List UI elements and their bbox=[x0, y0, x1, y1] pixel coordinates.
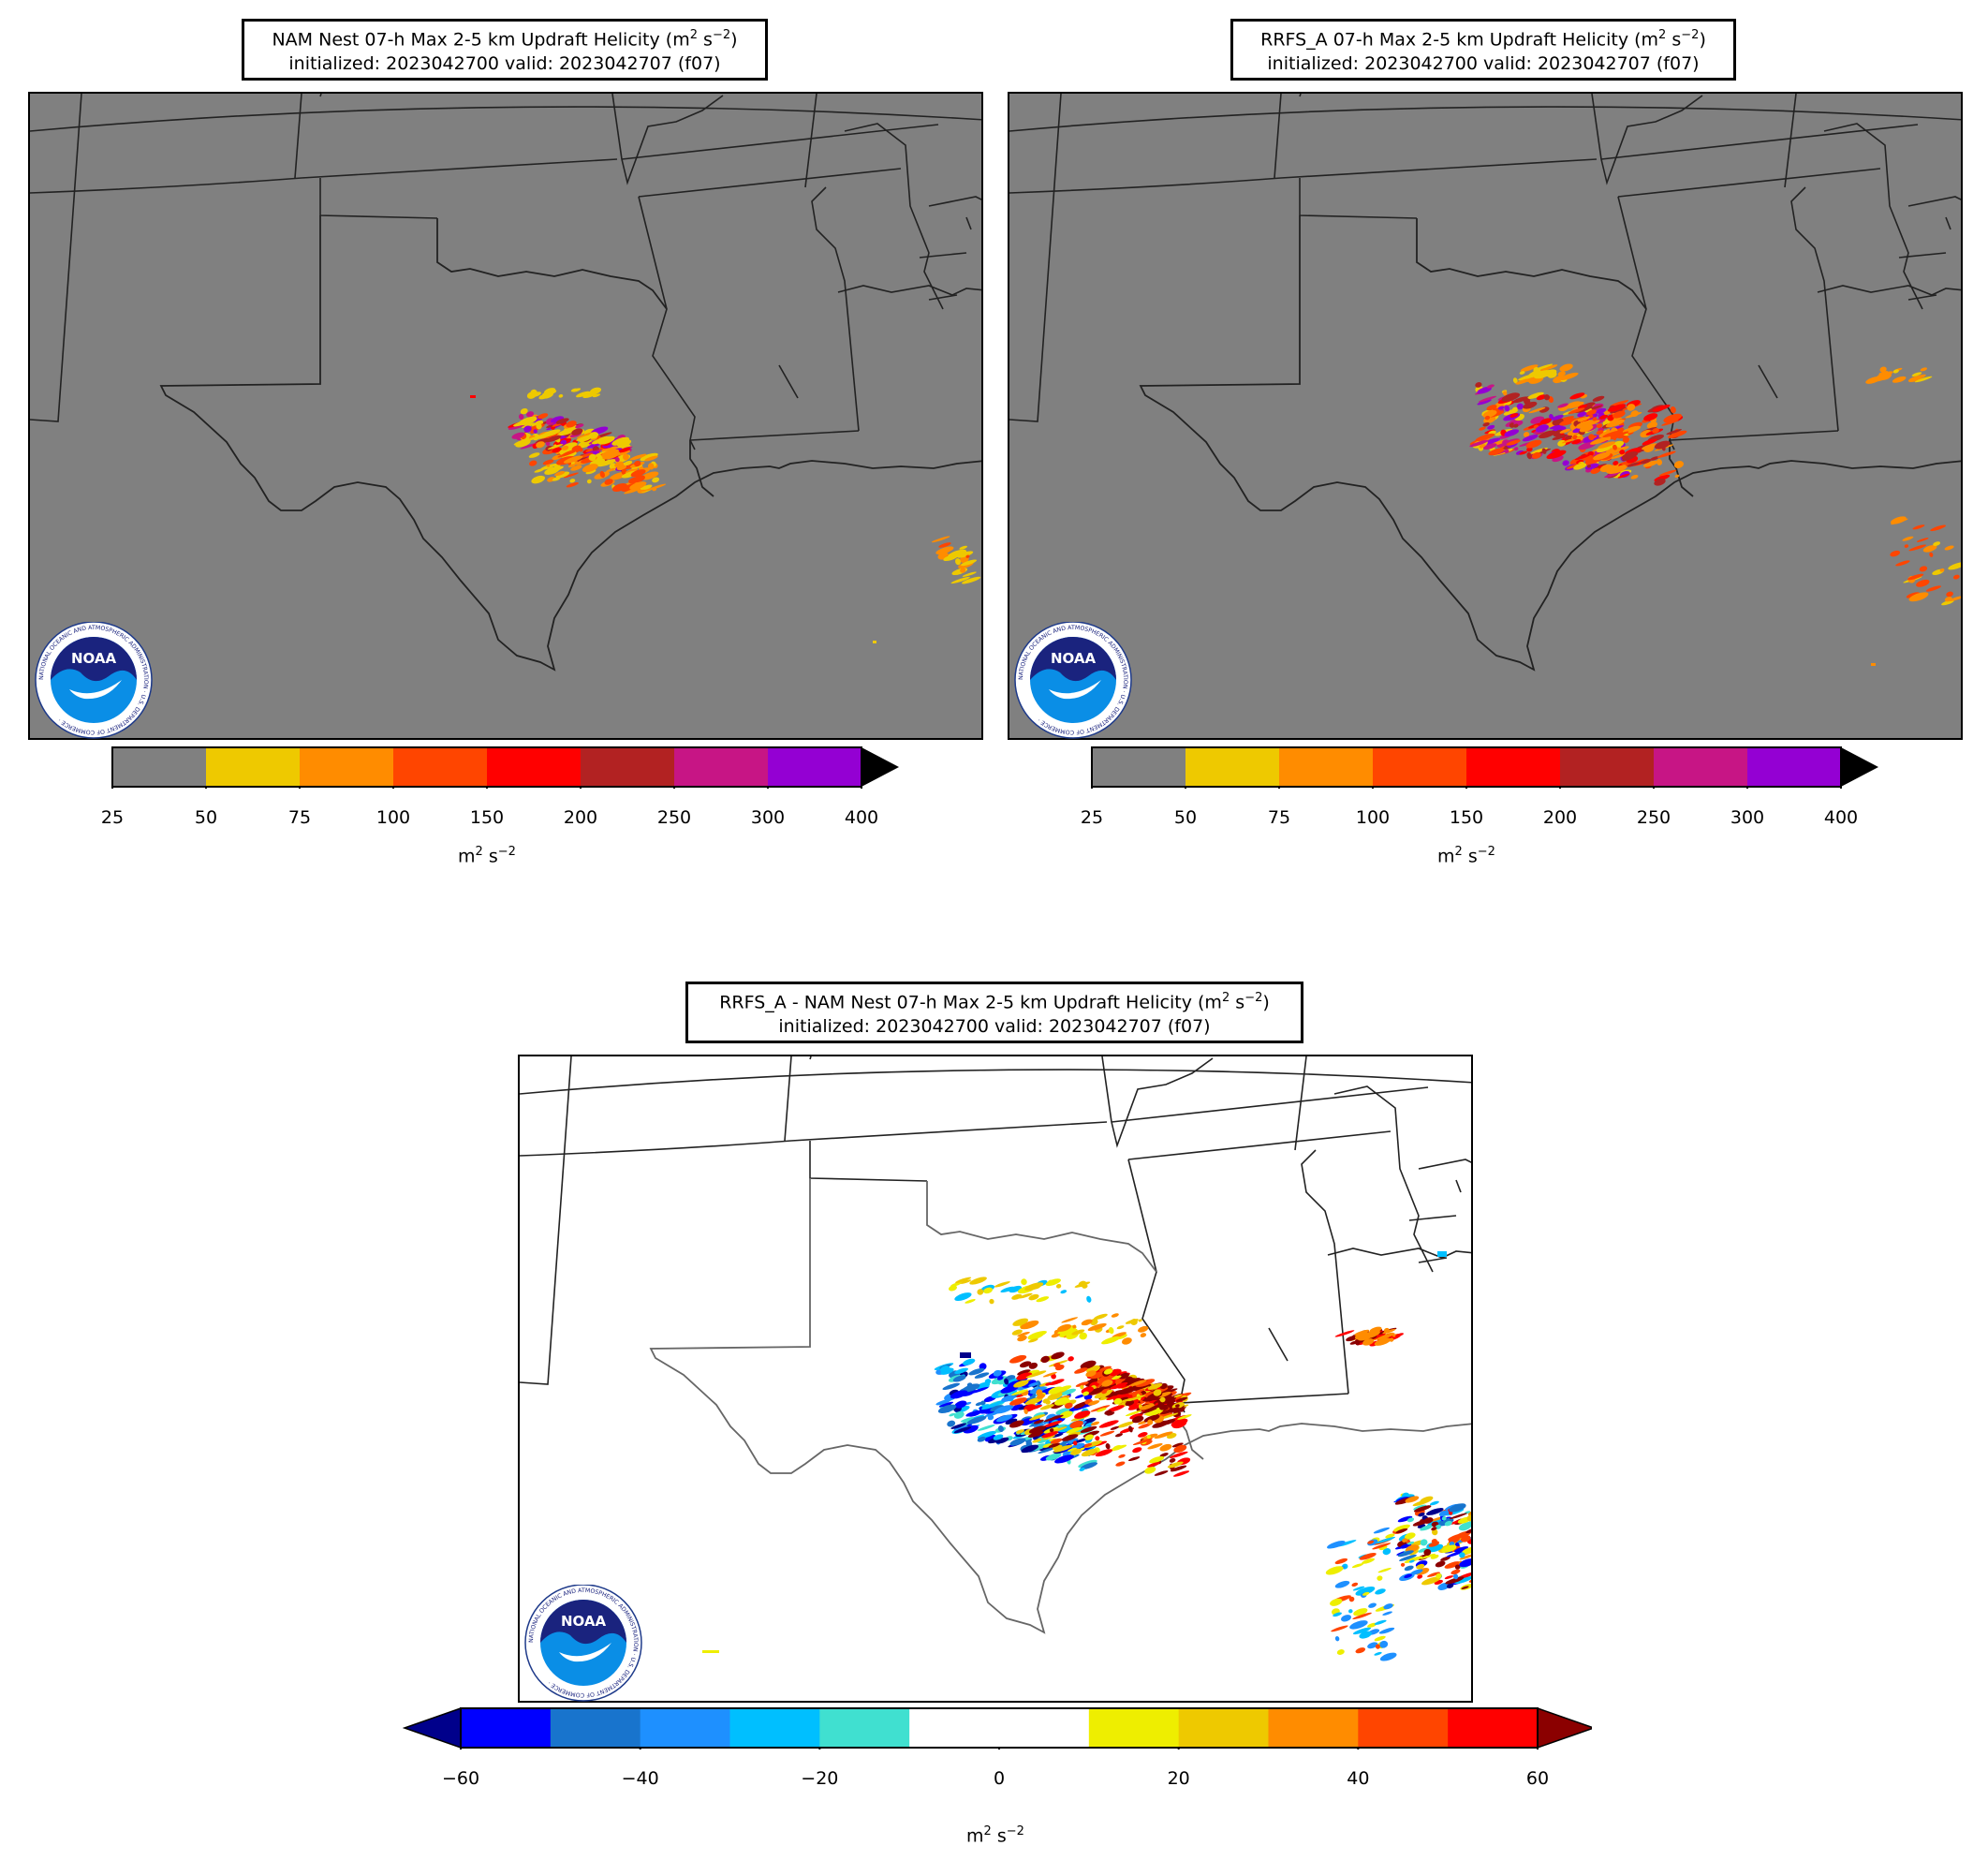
diff-state-borders bbox=[520, 1056, 1471, 1413]
colorbar-tick-label: 300 bbox=[750, 807, 786, 828]
colorbar-segment bbox=[768, 747, 861, 787]
rrfs-colorbar-unit: m2 s−2 bbox=[1437, 845, 1495, 867]
colorbar-tick-label: 150 bbox=[469, 807, 505, 828]
colorbar-segment bbox=[1178, 1708, 1269, 1748]
colorbar-extend-max bbox=[1537, 1706, 1597, 1750]
nam-panel-title: NAM Nest 07-h Max 2-5 km Updraft Helicit… bbox=[242, 19, 768, 81]
rrfs-state-borders bbox=[1009, 94, 1961, 450]
rrfs-title-line2: initialized: 2023042700 valid: 202304270… bbox=[1267, 53, 1700, 75]
rrfs-map-svg bbox=[1009, 94, 1961, 672]
colorbar-segment bbox=[640, 1708, 730, 1748]
diff-title-line2: initialized: 2023042700 valid: 202304270… bbox=[778, 1016, 1211, 1038]
colorbar-segment bbox=[1088, 1708, 1180, 1748]
nam-helicity-field bbox=[470, 387, 981, 643]
nam-map-svg bbox=[30, 94, 981, 672]
rrfs-texas-outline bbox=[1139, 215, 1961, 672]
colorbar-extend-min bbox=[402, 1706, 462, 1750]
diff-title-line1: RRFS_A - NAM Nest 07-h Max 2-5 km Updraf… bbox=[719, 991, 1270, 1013]
colorbar-segment bbox=[1268, 1708, 1359, 1748]
diff-helicity-field bbox=[702, 1251, 1471, 1661]
rrfs-colorbar bbox=[1090, 746, 1886, 792]
colorbar-tick-label: 100 bbox=[376, 807, 411, 828]
nam-colorbar bbox=[110, 746, 906, 792]
nam-colorbar-svg bbox=[111, 746, 899, 789]
colorbar-extend-max bbox=[1841, 747, 1878, 787]
nam-title-line1: NAM Nest 07-h Max 2-5 km Updraft Helicit… bbox=[272, 28, 738, 51]
colorbar-tick-label: −60 bbox=[441, 1768, 480, 1789]
rrfs-map bbox=[1008, 92, 1963, 740]
colorbar-tick-label: 0 bbox=[993, 1768, 1006, 1789]
noaa-logo-text: NOAA bbox=[1051, 650, 1097, 667]
colorbar-segment bbox=[1279, 747, 1373, 787]
colorbar-segment bbox=[1185, 747, 1279, 787]
colorbar-tick-label: 20 bbox=[1167, 1768, 1190, 1789]
colorbar-segment bbox=[300, 747, 393, 787]
colorbar-segment bbox=[674, 747, 768, 787]
colorbar-segment bbox=[999, 1708, 1090, 1748]
noaa-logo-text: NOAA bbox=[561, 1613, 607, 1630]
diff-map bbox=[518, 1055, 1473, 1703]
colorbar-segment bbox=[1373, 747, 1466, 787]
colorbar-tick-label: 50 bbox=[194, 807, 218, 828]
colorbar-tick-label: 60 bbox=[1525, 1768, 1550, 1789]
noaa-logo: NOAA NATIONAL OCEANIC AND ATMOSPHERIC ADM… bbox=[522, 1584, 653, 1706]
colorbar-segment bbox=[1448, 1708, 1539, 1748]
diff-panel-title: RRFS_A - NAM Nest 07-h Max 2-5 km Updraf… bbox=[685, 982, 1303, 1044]
colorbar-tick-label: 250 bbox=[656, 807, 692, 828]
colorbar-segment bbox=[819, 1708, 910, 1748]
colorbar-tick-label: 75 bbox=[287, 807, 312, 828]
colorbar-tick-label: 75 bbox=[1267, 807, 1291, 828]
colorbar-tick-label: 40 bbox=[1347, 1768, 1370, 1789]
colorbar-tick-label: 400 bbox=[844, 807, 879, 828]
colorbar-segment bbox=[1358, 1708, 1449, 1748]
colorbar-tick-label: 100 bbox=[1355, 807, 1391, 828]
colorbar-tick-label: 200 bbox=[1542, 807, 1578, 828]
colorbar-tick-label: 25 bbox=[100, 807, 125, 828]
colorbar-tick-label: −20 bbox=[801, 1768, 839, 1789]
colorbar-segment bbox=[393, 747, 487, 787]
rrfs-colorbar-svg bbox=[1091, 746, 1878, 789]
colorbar-segment bbox=[1560, 747, 1654, 787]
colorbar-extend-max bbox=[861, 747, 899, 787]
diff-colorbar-unit: m2 s−2 bbox=[966, 1824, 1024, 1847]
nam-texas-outline bbox=[159, 215, 981, 672]
colorbar-tick-label: 250 bbox=[1636, 807, 1671, 828]
colorbar-tick-label: 400 bbox=[1823, 807, 1859, 828]
diff-colorbar-svg bbox=[402, 1706, 1597, 1750]
nam-map bbox=[28, 92, 983, 740]
diff-map-svg bbox=[520, 1056, 1471, 1661]
rrfs-title-line1: RRFS_A 07-h Max 2-5 km Updraft Helicity … bbox=[1260, 28, 1706, 51]
colorbar-segment bbox=[487, 747, 581, 787]
nam-state-borders bbox=[30, 94, 981, 450]
colorbar-tick-label: 25 bbox=[1080, 807, 1104, 828]
colorbar-tick-label: 300 bbox=[1730, 807, 1765, 828]
diff-colorbar bbox=[402, 1706, 1597, 1753]
colorbar-segment bbox=[581, 747, 674, 787]
colorbar-segment bbox=[1092, 747, 1185, 787]
colorbar-segment bbox=[112, 747, 206, 787]
colorbar-segment bbox=[909, 1708, 1000, 1748]
rrfs-panel-title: RRFS_A 07-h Max 2-5 km Updraft Helicity … bbox=[1230, 19, 1736, 81]
colorbar-tick-label: 150 bbox=[1449, 807, 1484, 828]
noaa-logo: NOAA NATIONAL OCEANIC AND ATMOSPHERIC ADM… bbox=[32, 621, 163, 744]
colorbar-tick-label: 50 bbox=[1173, 807, 1198, 828]
colorbar-tick-label: −40 bbox=[621, 1768, 659, 1789]
colorbar-segment bbox=[1747, 747, 1841, 787]
colorbar-tick-label: 200 bbox=[563, 807, 598, 828]
colorbar-segment bbox=[461, 1708, 552, 1748]
nam-title-line2: initialized: 2023042700 valid: 202304270… bbox=[288, 53, 721, 75]
colorbar-segment bbox=[729, 1708, 820, 1748]
colorbar-segment bbox=[1466, 747, 1560, 787]
nam-colorbar-unit: m2 s−2 bbox=[458, 845, 516, 867]
noaa-logo: NOAA NATIONAL OCEANIC AND ATMOSPHERIC ADM… bbox=[1011, 621, 1142, 744]
colorbar-segment bbox=[550, 1708, 641, 1748]
colorbar-segment bbox=[1654, 747, 1747, 787]
colorbar-segment bbox=[206, 747, 300, 787]
rrfs-helicity-field bbox=[1469, 363, 1961, 666]
noaa-logo-text: NOAA bbox=[71, 650, 117, 667]
